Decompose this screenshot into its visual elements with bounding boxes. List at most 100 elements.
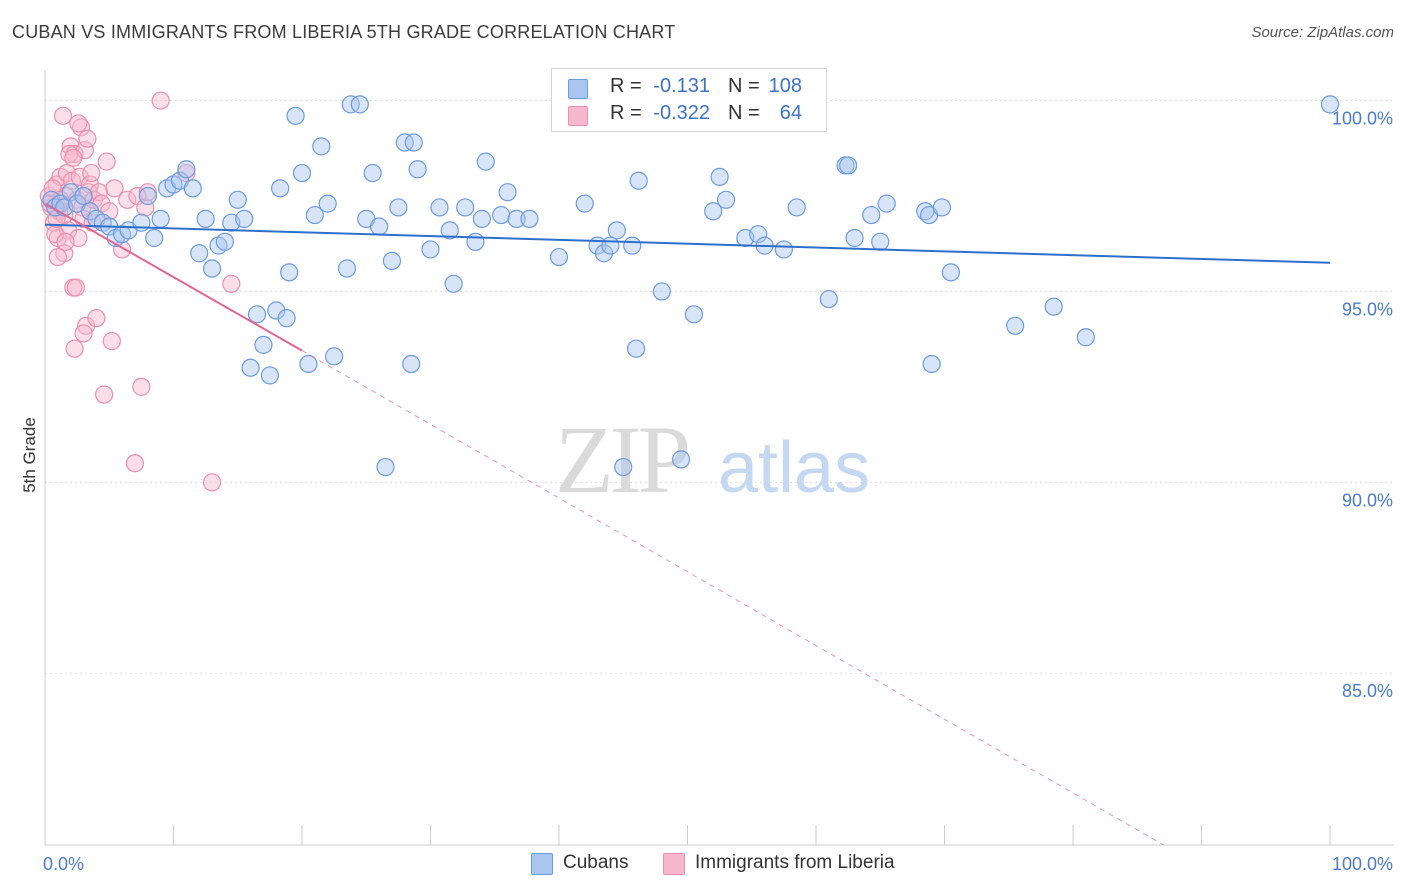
cubans-point (215, 232, 234, 251)
liberia-point (87, 309, 106, 328)
liberia-point (74, 324, 93, 343)
liberia-series (39, 91, 241, 492)
trend-lines (44, 202, 1331, 846)
correlation-legend: R = -0.131 N = 108 R = -0.322 N = 64 (551, 68, 827, 132)
liberia-point (69, 114, 88, 133)
cubans-point (402, 354, 421, 374)
cubans-point (404, 133, 423, 152)
cubans-point (267, 301, 286, 320)
cubans-point (190, 244, 209, 263)
liberia-trend-line (44, 202, 303, 352)
cubans-point (318, 194, 337, 213)
cubans-point (819, 289, 838, 309)
source-label: Source: ZipAtlas.com (1251, 24, 1394, 41)
cubans-legend-label: Cubans (563, 852, 629, 873)
liberia-swatch (568, 106, 588, 126)
cubans-point (292, 163, 312, 183)
cubans-point (472, 209, 491, 228)
cubans-point (787, 198, 806, 217)
cubans-point (145, 228, 164, 248)
cubans-point (277, 309, 296, 328)
cubans-point (932, 198, 952, 217)
cubans-point (941, 263, 961, 282)
cubans-point (922, 354, 941, 374)
cubans-point (476, 152, 495, 171)
liberia-point (105, 179, 124, 198)
cubans-trend-line (44, 223, 1331, 264)
cubans-point (652, 282, 671, 301)
cubans-point (389, 198, 408, 217)
cubans-point (228, 190, 247, 209)
liberia-point (78, 129, 97, 148)
cubans-point (1006, 316, 1025, 335)
n-label: N = (728, 102, 760, 124)
liberia-point (95, 385, 114, 404)
gridlines (45, 100, 1394, 674)
cubans-point (684, 305, 704, 324)
cubans-point (629, 171, 648, 190)
y-tick-label: 95.0% (1342, 299, 1393, 319)
liberia-point (125, 454, 145, 473)
cubans-point (671, 450, 691, 469)
chart-title: CUBAN VS IMMIGRANTS FROM LIBERIA 5TH GRA… (12, 22, 676, 42)
cubans-point (704, 202, 723, 221)
liberia-point (102, 331, 121, 351)
cubans-point (312, 137, 331, 156)
cubans-point (382, 251, 402, 270)
cubans-point (177, 160, 196, 179)
cubans-point (549, 247, 569, 267)
cubans-n-value: 108 (768, 75, 802, 97)
cubans-point (601, 236, 620, 255)
r-label: R = (610, 75, 642, 97)
cubans-point (286, 106, 305, 125)
liberia-point (151, 91, 170, 110)
liberia-point (202, 473, 222, 492)
cubans-point (138, 186, 157, 206)
cubans-point (196, 209, 215, 228)
cubans-point (299, 354, 318, 374)
cubans-point (350, 95, 369, 114)
cubans-point (337, 259, 357, 278)
liberia-point (222, 274, 241, 293)
cubans-point (376, 457, 395, 477)
liberia-point (66, 278, 85, 297)
legend-row-liberia: R = -0.322 N = 64 (552, 102, 826, 128)
liberia-r-value: -0.322 (653, 102, 710, 124)
cubans-point (877, 194, 896, 213)
cubans-point (774, 240, 793, 259)
liberia-trend-extension (301, 350, 1164, 846)
cubans-point (749, 225, 768, 244)
cubans-point (280, 263, 299, 282)
liberia-point (48, 247, 67, 267)
cubans-point (623, 236, 642, 255)
x-tick-label: 0.0% (43, 854, 84, 874)
cubans-point (594, 244, 614, 263)
liberia-point (118, 190, 137, 209)
liberia-point (53, 106, 73, 125)
watermark: ZIP atlas (555, 406, 870, 513)
cubans-point (1320, 95, 1340, 114)
cubans-point (254, 335, 273, 354)
y-tick-label: 100.0% (1332, 109, 1393, 129)
liberia-point (64, 148, 83, 167)
cubans-point (710, 167, 729, 186)
cubans-point (260, 366, 279, 385)
cubans-point (456, 198, 475, 217)
liberia-point (136, 198, 155, 217)
watermark-zip: ZIP (555, 406, 688, 513)
liberia-point (82, 163, 101, 183)
cubans-point (716, 190, 736, 209)
cubans-point (370, 217, 389, 236)
cubans-point (466, 232, 485, 251)
liberia-point (70, 167, 89, 186)
cubans-point (845, 228, 864, 248)
cubans-point (871, 232, 890, 251)
cubans-point (839, 156, 858, 175)
cubans-point (1044, 297, 1063, 316)
cubans-point (74, 186, 93, 206)
cubans-r-value: -0.131 (653, 75, 710, 97)
cubans-point (325, 347, 344, 366)
cubans-point (305, 205, 324, 225)
r-label: R = (610, 102, 642, 124)
cubans-series (42, 95, 1340, 477)
